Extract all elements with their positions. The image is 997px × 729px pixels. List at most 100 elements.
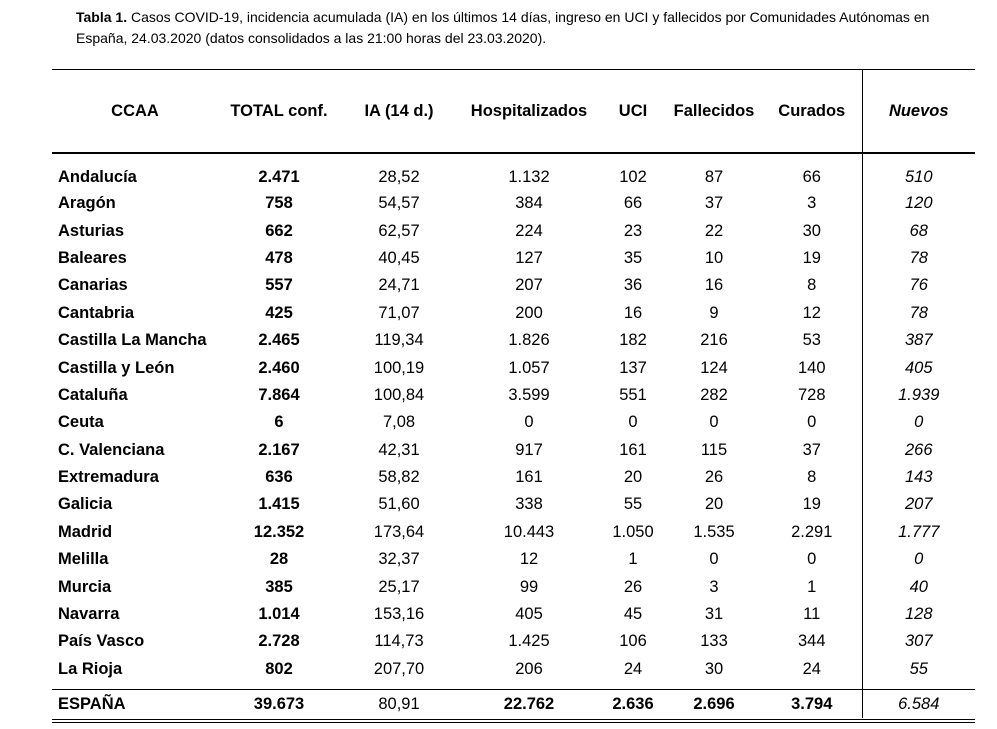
cell-curados: 344 [797,632,826,651]
cell-region: País Vasco [58,632,145,651]
cell-uci: 26 [623,577,643,596]
cell-ia-14d: 153,16 [373,605,425,624]
header-curados: Curados [762,69,862,153]
table-row: Ceuta 6 7,08 0 0 0 0 0 [52,409,975,437]
table-row: País Vasco 2.728 114,73 1.425 106 133 344 307 [52,628,975,656]
cell-curados: 19 [802,248,821,267]
cell-curados: 19 [802,495,821,514]
table-row: Castilla La Mancha 2.465 119,34 1.826 182 216… [52,326,975,355]
cell-fallecidos: 87 [704,167,724,186]
cell-region: Ceuta [58,413,104,432]
table-row: Madrid 12.352 173,64 10.443 1.050 1.535 2.291 1… [52,518,975,547]
total-total-conf: 39.673 [218,689,340,719]
cell-total-conf: 2.465 [258,331,300,350]
total-nuevos: 6.584 [861,689,975,719]
cell-curados: 0 [807,413,817,432]
cell-nuevos: 40 [861,573,975,601]
header-ccaa: CCAA [52,69,218,153]
cell-region: Cataluña [58,385,128,404]
cell-ia-14d: 119,34 [374,331,424,350]
cell-ia-14d: 25,17 [378,577,420,596]
cell-total-conf: 425 [265,303,293,322]
cell-curados: 12 [802,303,821,322]
cell-fallecidos: 0 [709,413,719,432]
total-hospitalizados: 22.762 [458,689,600,719]
cell-uci: 1 [628,550,638,569]
cell-region: Andalucía [58,167,137,186]
cell-hospitalizados: 207 [515,276,543,295]
cell-hospitalizados: 1.425 [508,632,550,651]
cell-region: Castilla La Mancha [58,331,207,350]
cell-hospitalizados: 206 [515,659,543,678]
cell-uci: 45 [623,605,643,624]
cell-total-conf: 557 [265,276,293,295]
bottom-rule-1 [52,719,975,720]
cell-ia-14d: 24,71 [378,276,420,295]
cell-nuevos: 1.777 [861,518,975,547]
cell-hospitalizados: 0 [524,413,534,432]
cell-nuevos: 266 [861,436,975,464]
total-curados: 3.794 [762,689,862,719]
covid-table: CCAA TOTAL conf. IA (14 d.) Hospitalizad… [52,69,975,719]
cell-total-conf: 6 [274,413,284,432]
cell-uci: 1.050 [612,522,654,541]
cell-fallecidos: 10 [704,248,724,267]
cell-curados: 66 [802,167,821,186]
table-row: C. Valenciana 2.167 42,31 917 161 115 37 266 [52,436,975,464]
total-uci: 2.636 [600,689,666,719]
cell-region: Asturias [58,221,125,240]
header-nuevos: Nuevos [861,69,975,153]
cell-ia-14d: 32,37 [378,550,420,569]
cell-total-conf: 636 [265,468,293,487]
cell-hospitalizados: 127 [515,248,543,267]
cell-region: La Rioja [58,659,123,678]
cell-total-conf: 28 [269,550,289,569]
total-fallecidos: 2.696 [666,689,762,719]
cell-hospitalizados: 224 [515,221,543,240]
total-region: ESPAÑA [52,689,218,719]
cell-fallecidos: 282 [700,385,728,404]
caption-text: Casos COVID-19, incidencia acumulada (IA… [76,9,930,46]
cell-hospitalizados: 405 [515,605,543,624]
cell-nuevos: 55 [861,655,975,690]
total-row: ESPAÑA 39.673 80,91 22.762 2.636 2.696 3… [52,689,975,719]
table-body: Andalucía 2.471 28,52 1.132 102 87 66 510 Aragón… [52,153,975,690]
cell-uci: 551 [619,385,647,404]
cell-region: Castilla y León [58,358,175,377]
table-row: Andalucía 2.471 28,52 1.132 102 87 66 510 [52,153,975,190]
table-row: Navarra 1.014 153,16 405 45 31 11 128 [52,600,975,629]
cell-fallecidos: 31 [704,605,724,624]
cell-fallecidos: 37 [704,194,724,213]
table-row: Cantabria 425 71,07 200 16 9 12 78 [52,299,975,327]
table-row: Murcia 385 25,17 99 26 3 1 40 [52,573,975,601]
cell-curados: 2.291 [791,522,833,541]
header-hospitalizados: Hospitalizados [458,69,600,153]
cell-hospitalizados: 1.132 [508,167,550,186]
cell-total-conf: 802 [265,659,293,678]
header-fallecidos: Fallecidos [666,69,762,153]
cell-hospitalizados: 12 [519,550,539,569]
cell-ia-14d: 100,84 [373,385,425,404]
cell-region: C. Valenciana [58,440,165,459]
cell-region: Melilla [58,550,109,569]
cell-uci: 182 [619,331,647,350]
cell-region: Madrid [58,522,113,541]
bottom-rule-2 [52,722,975,723]
cell-total-conf: 2.471 [258,167,300,186]
cell-region: Navarra [58,605,120,624]
cell-total-conf: 2.167 [258,440,300,459]
table-row: Canarias 557 24,71 207 36 16 8 76 [52,272,975,300]
cell-hospitalizados: 917 [515,440,543,459]
cell-ia-14d: 40,45 [378,248,420,267]
cell-ia-14d: 100,19 [373,358,425,377]
cell-nuevos: 128 [861,600,975,629]
cell-nuevos: 143 [861,463,975,492]
cell-nuevos: 1.939 [861,381,975,410]
cell-uci: 20 [623,468,643,487]
cell-fallecidos: 26 [704,468,724,487]
cell-curados: 37 [802,440,821,459]
cell-curados: 30 [802,221,821,240]
cell-uci: 16 [623,303,643,322]
cell-fallecidos: 124 [700,358,728,377]
cell-uci: 0 [628,413,638,432]
